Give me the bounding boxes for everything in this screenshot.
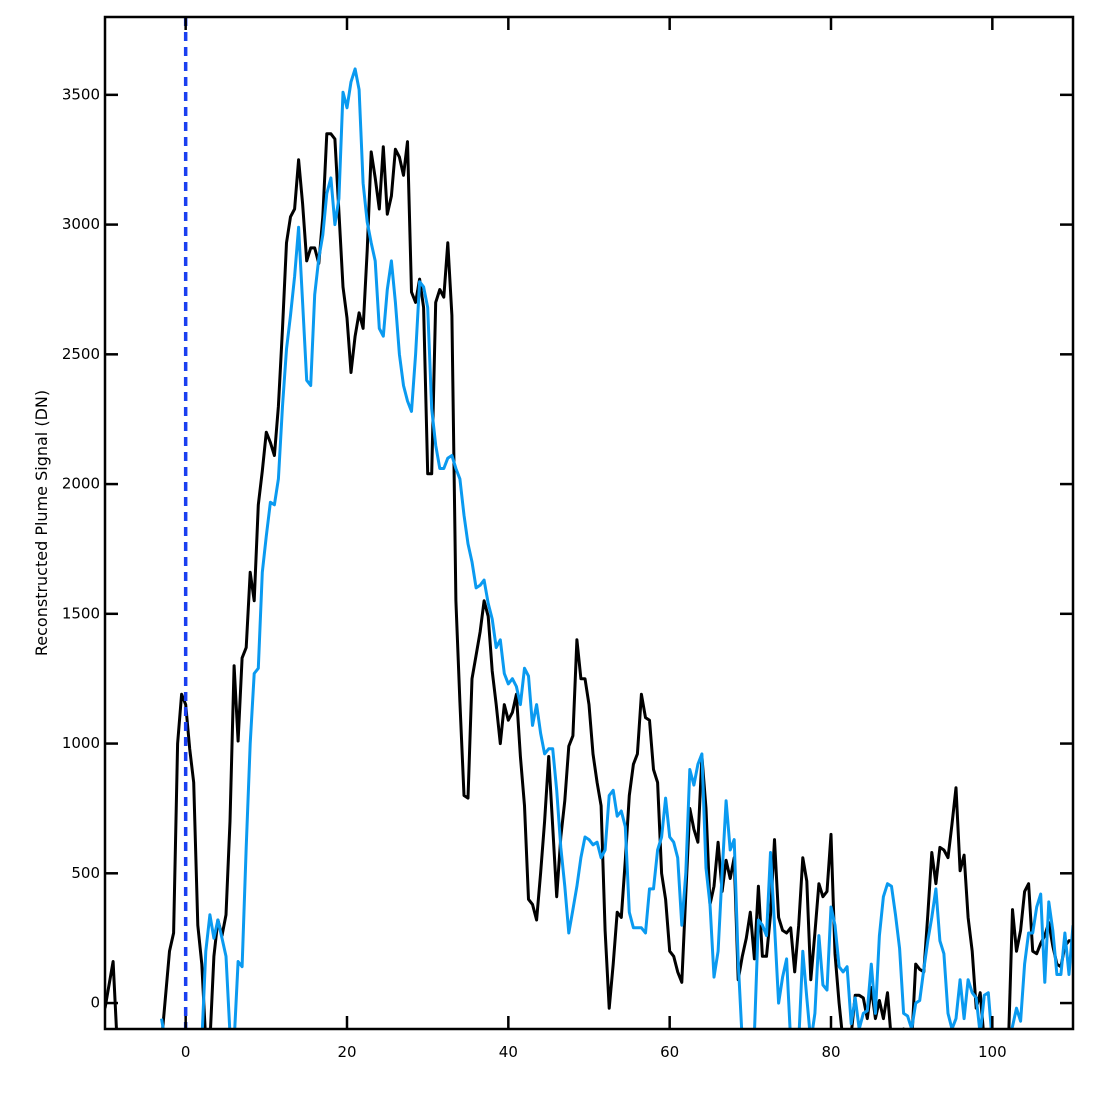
y-tick-label: 500 bbox=[71, 864, 100, 882]
y-tick-label: 2500 bbox=[62, 345, 100, 363]
series-line-1 bbox=[105, 132, 1073, 1029]
x-tick-label: 80 bbox=[821, 1043, 840, 1061]
y-tick-label: 3500 bbox=[62, 85, 100, 103]
y-tick-label: 3000 bbox=[62, 215, 100, 233]
x-tick-label: 60 bbox=[660, 1043, 679, 1061]
x-tick-label: 20 bbox=[337, 1043, 356, 1061]
y-axis-label: Reconstructed Plume Signal (DN) bbox=[32, 390, 51, 656]
x-tick-label: 0 bbox=[181, 1043, 191, 1061]
y-tick-label: 0 bbox=[90, 994, 100, 1012]
x-tick-label: 100 bbox=[978, 1043, 1007, 1061]
x-axis-ticks: 0 20 40 60 80 100 bbox=[181, 17, 1007, 1061]
y-tick-label: 1500 bbox=[62, 604, 100, 622]
y-axis-ticks: 0 500 1000 1500 2000 2500 3000 3500 bbox=[62, 85, 1073, 1012]
x-tick-label: 40 bbox=[499, 1043, 518, 1061]
plot-lines bbox=[105, 67, 1073, 1029]
y-tick-label: 2000 bbox=[62, 475, 100, 493]
plot-frame bbox=[103, 15, 1075, 1031]
y-tick-label: 1000 bbox=[62, 734, 100, 752]
series-line-2 bbox=[160, 67, 1073, 1029]
